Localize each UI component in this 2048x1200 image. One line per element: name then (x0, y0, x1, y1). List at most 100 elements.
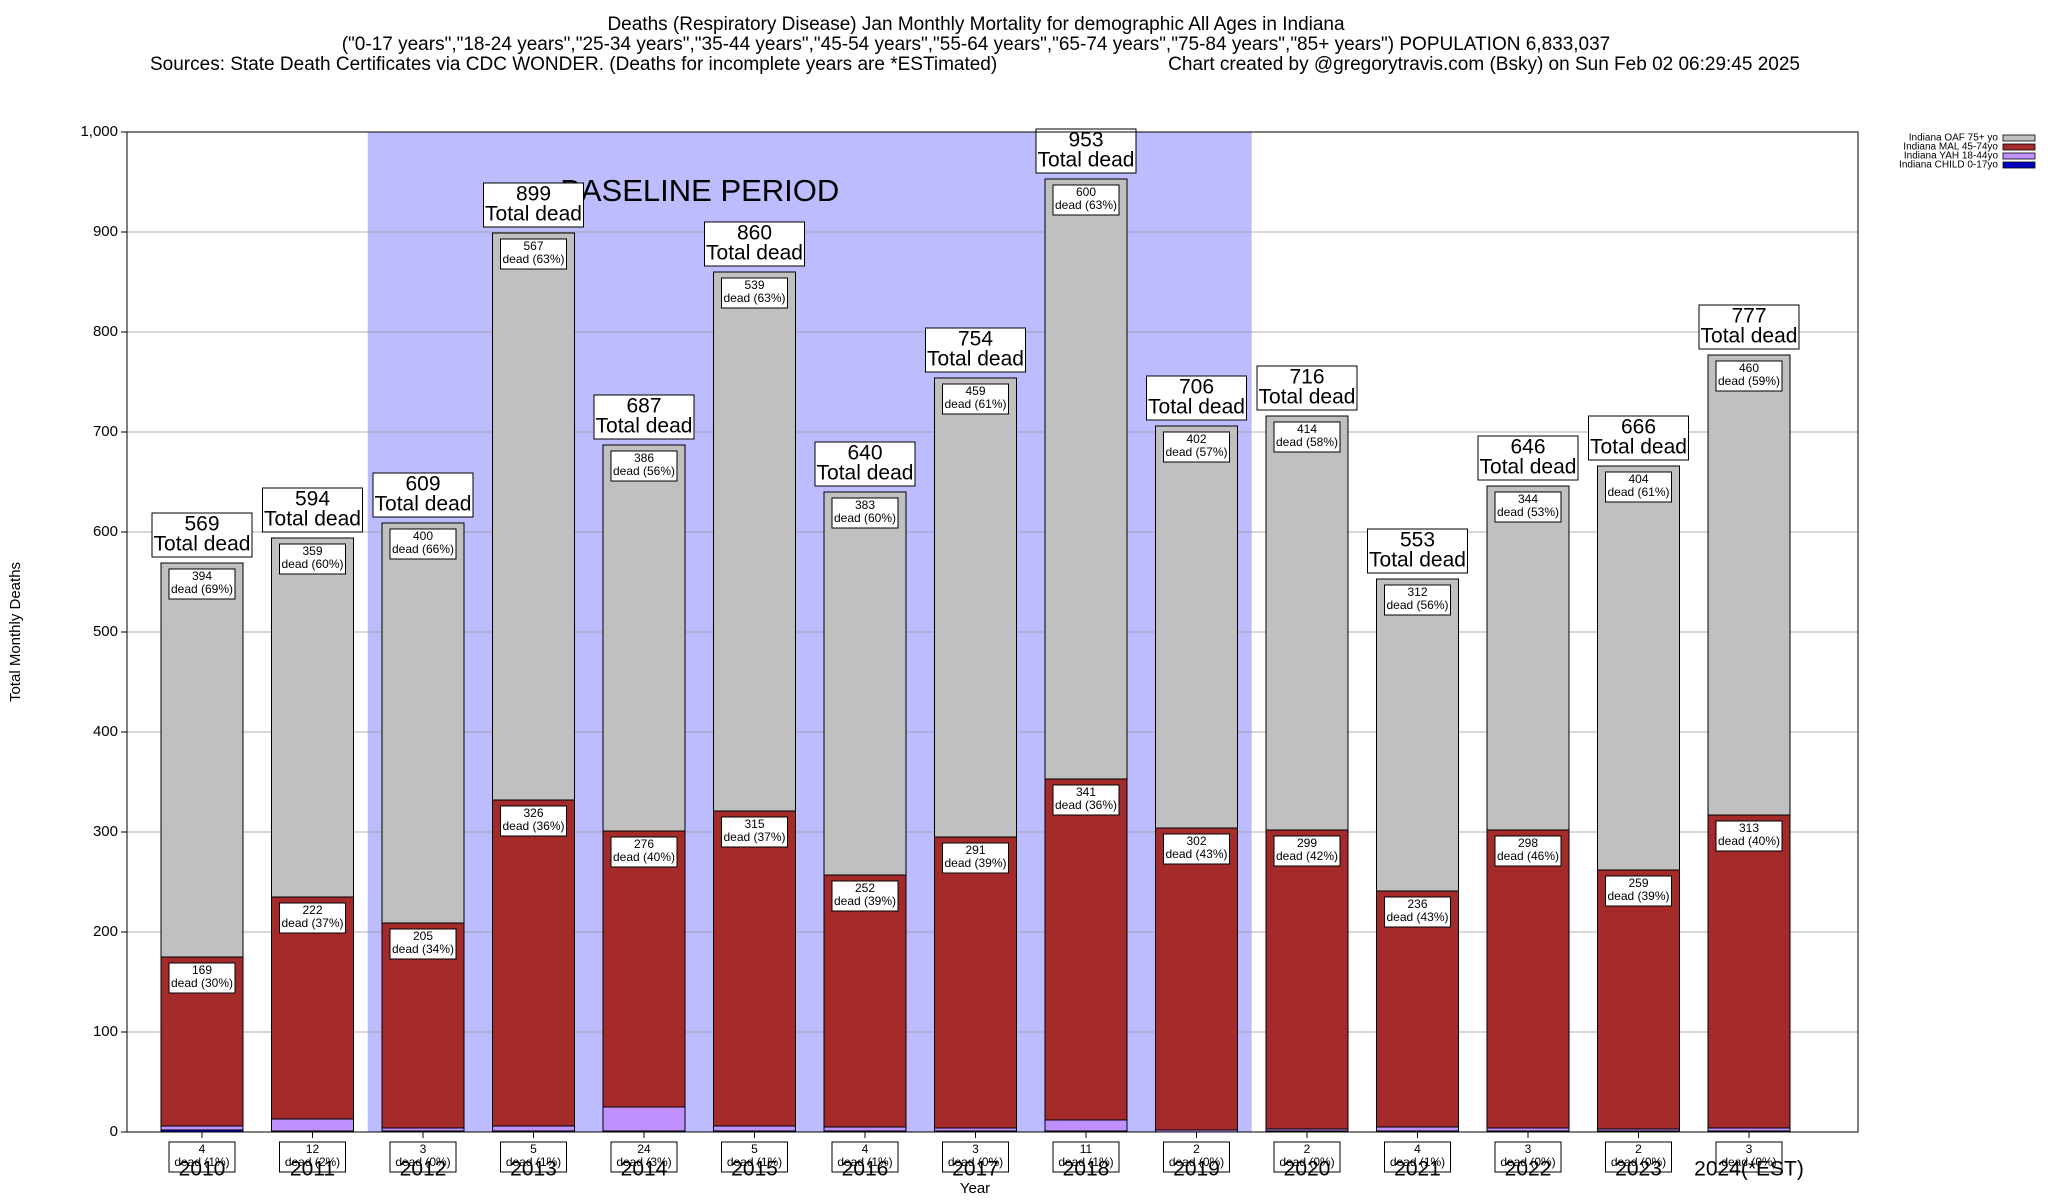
x-axis-label: Year (960, 1180, 990, 1197)
total-value: 569 (184, 513, 219, 536)
bar-segment (934, 836, 1017, 1129)
segment-label: dead (61%) (1607, 485, 1669, 499)
segment-value: 222 (302, 903, 322, 917)
segment-value: 460 (1739, 361, 1759, 375)
total-label: Total dead (485, 203, 582, 226)
segment-label-box (1384, 584, 1451, 616)
bar-segment (1044, 1119, 1128, 1132)
segment-value: 383 (855, 498, 875, 512)
segment-value: 3 (420, 1142, 427, 1156)
legend-swatch (2002, 134, 2036, 142)
y-tick-label: 1,000 (80, 123, 118, 140)
segment-label: dead (46%) (1497, 849, 1559, 863)
x-tick-label: 2021 (1394, 1158, 1441, 1181)
segment-value: 236 (1407, 897, 1427, 911)
segment-label-box (721, 816, 788, 848)
segment-value: 24 (637, 1142, 651, 1156)
segment-label-box (721, 277, 788, 309)
y-tick-label: 500 (93, 623, 118, 640)
segment-label-box (1715, 1141, 1783, 1173)
bar-segment (713, 1125, 796, 1132)
bar-segment (271, 896, 354, 1120)
segment-label-box (389, 928, 457, 960)
y-tick-label: 200 (93, 923, 118, 940)
bar-segment (1155, 827, 1238, 1131)
segment-label-box (1605, 1141, 1672, 1173)
segment-label: dead (42%) (1276, 849, 1338, 863)
bar-segment (1376, 578, 1459, 892)
x-tick-label: 2011 (290, 1158, 335, 1181)
segment-label-box (168, 568, 236, 600)
segment-label-box (279, 1141, 346, 1173)
legend-label: Indiana MAL 45-74yo (1903, 142, 1998, 153)
segment-label: dead (37%) (723, 830, 785, 844)
total-label: Total dead (1480, 456, 1577, 479)
bar-segment (1486, 829, 1570, 1129)
y-tick-label: 900 (93, 223, 118, 240)
segment-label: dead (30%) (171, 976, 233, 990)
segment-value: 4 (862, 1142, 869, 1156)
segment-label-box (1715, 360, 1783, 392)
segment-label: dead (60%) (834, 511, 896, 525)
total-label: Total dead (375, 493, 472, 516)
segment-label-box (500, 1141, 567, 1173)
segment-label: dead (1%) (1058, 1155, 1113, 1169)
segment-label: dead (39%) (834, 894, 896, 908)
segment-label: dead (3%) (616, 1155, 671, 1169)
total-box (1035, 128, 1137, 174)
segment-label-box (1273, 421, 1341, 453)
segment-label: dead (39%) (1607, 889, 1669, 903)
segment-label: dead (43%) (1386, 910, 1448, 924)
total-value: 594 (295, 488, 330, 511)
segment-label: dead (39%) (944, 856, 1006, 870)
segment-label-box (1605, 875, 1672, 907)
segment-value: 252 (855, 881, 875, 895)
total-label: Total dead (1590, 436, 1687, 459)
total-value: 716 (1289, 366, 1324, 389)
segment-label: dead (1%) (837, 1155, 892, 1169)
segment-label: dead (0%) (1279, 1155, 1334, 1169)
segment-value: 302 (1186, 834, 1206, 848)
x-tick-label: 2015 (731, 1158, 778, 1181)
bar-segment (492, 1125, 575, 1132)
segment-label: dead (1%) (1390, 1155, 1445, 1169)
bar-segment (602, 830, 686, 1108)
segment-label-box (1605, 471, 1672, 503)
sources: Sources: State Death Certificates via CD… (150, 54, 997, 75)
segment-value: 315 (744, 817, 764, 831)
segment-label-box (831, 880, 899, 912)
total-label: Total dead (1148, 396, 1245, 419)
segment-value: 12 (306, 1142, 320, 1156)
total-value: 666 (1621, 416, 1656, 439)
segment-label: dead (2%) (285, 1155, 340, 1169)
segment-label-box (389, 1141, 457, 1173)
total-label: Total dead (1038, 149, 1135, 172)
segment-label-box (168, 962, 236, 994)
bar-segment (271, 1118, 354, 1132)
segment-value: 600 (1076, 185, 1096, 199)
segment-label: dead (36%) (1055, 798, 1117, 812)
legend-label: Indiana YAH 18-44yo (1904, 151, 1999, 162)
legend-label: Indiana OAF 75+ yo (1909, 133, 1999, 144)
segment-label: dead (0%) (1611, 1155, 1666, 1169)
segment-label-box (1494, 1141, 1562, 1173)
total-label: Total dead (927, 348, 1024, 371)
total-value: 687 (626, 395, 661, 418)
segment-value: 344 (1518, 492, 1538, 506)
bar-segment (1044, 778, 1128, 1121)
total-box (814, 441, 916, 487)
legend-swatch (2002, 161, 2036, 169)
total-value: 777 (1731, 305, 1766, 328)
segment-value: 567 (523, 239, 543, 253)
segment-value: 11 (1080, 1142, 1093, 1156)
bar-segment (1707, 814, 1791, 1129)
total-value: 860 (737, 222, 772, 245)
segment-label: dead (37%) (281, 916, 343, 930)
segment-value: 276 (634, 837, 654, 851)
bar-segment (602, 444, 686, 832)
segment-label-box (1494, 491, 1562, 523)
segment-value: 299 (1297, 836, 1317, 850)
segment-value: 404 (1628, 472, 1648, 486)
y-tick-label: 0 (110, 1123, 118, 1140)
segment-value: 386 (634, 451, 654, 465)
